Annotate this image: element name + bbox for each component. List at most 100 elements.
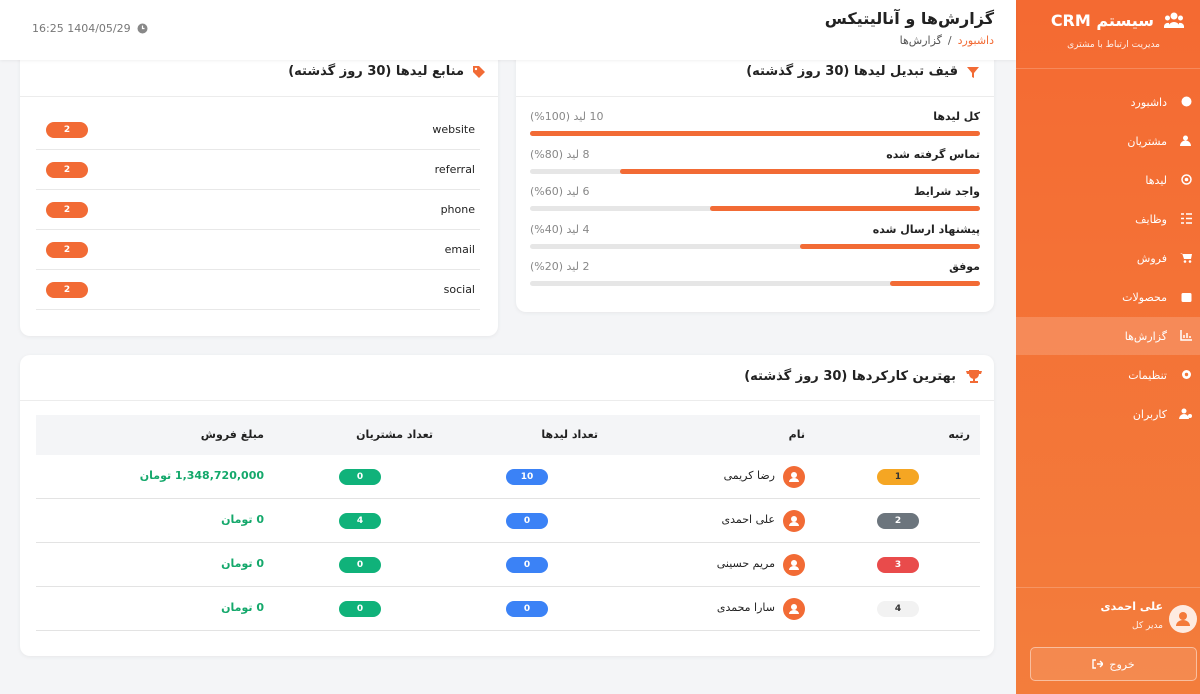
customers-badge: 4 [339, 513, 381, 529]
avatar [783, 598, 805, 620]
user-avatar [1169, 605, 1197, 633]
datetime-text: 16:25 1404/05/29 [32, 22, 131, 35]
logout-button[interactable]: خروج [1030, 647, 1197, 681]
menu-label[interactable]: فروش [1136, 251, 1167, 265]
stage-label: واجد شرایط [913, 185, 980, 198]
progress-track [530, 281, 980, 286]
menu-item[interactable]: فروش [1016, 239, 1200, 277]
column-header: تعداد لیدها [541, 428, 598, 441]
menu-label[interactable]: کاربران [1132, 407, 1167, 421]
customers-badge: 0 [339, 601, 381, 617]
breadcrumb-current: گزارش‌ها [899, 34, 942, 47]
column-header: نام [788, 428, 805, 441]
stage-label: موفق [949, 260, 980, 273]
count-badge: 2 [46, 282, 88, 298]
rank-badge: 1 [877, 469, 919, 485]
avatar [783, 554, 805, 576]
menu-item-active[interactable]: گزارش‌ها [1016, 317, 1200, 355]
table-row: 2 علی احمدی 0 4 0 تومان [36, 499, 980, 543]
menu-label[interactable]: لیدها [1145, 173, 1167, 187]
card-title: بهترین کارکردها (30 روز گذشته) [744, 369, 956, 384]
source-name: phone [440, 203, 475, 216]
breadcrumb-home[interactable]: داشبورد [957, 34, 994, 47]
brand-subtitle: مدیریت ارتباط با مشتری [1067, 40, 1160, 50]
divider [1016, 587, 1200, 588]
count-badge: 2 [46, 122, 88, 138]
rank-badge: 3 [877, 557, 919, 573]
leads-badge: 0 [506, 513, 548, 529]
leads-badge: 0 [506, 557, 548, 573]
breadcrumb: داشبورد / گزارش‌ها [900, 34, 994, 47]
source-row: social 2 [36, 270, 480, 310]
progress-fill [890, 281, 980, 286]
card-title: منابع لیدها (30 روز گذشته) [288, 64, 464, 79]
source-row: referral 2 [36, 150, 480, 190]
menu-label[interactable]: محصولات [1122, 290, 1167, 304]
funnel-card: قیف تبدیل لیدها (30 روز گذشته) کل لیدها 1… [516, 40, 994, 312]
stage-count: 8 لید (80%) [530, 147, 590, 161]
progress-track [530, 168, 980, 174]
table-header: رتبه نام تعداد لیدها تعداد مشتریان مبلغ فروش [36, 415, 980, 455]
user-role: مدیر کل [1132, 621, 1163, 631]
page-title: گزارش‌ها و آنالیتیکس [824, 9, 994, 28]
progress-track [530, 243, 980, 249]
customers-badge: 0 [339, 469, 381, 485]
brand-icon [1164, 12, 1184, 28]
menu-item[interactable]: تنظیمات [1016, 356, 1200, 394]
top-bar: گزارش‌ها و آنالیتیکس داشبورد / گزارش‌ها … [0, 0, 1016, 60]
menu-item[interactable]: لیدها [1016, 161, 1200, 199]
avatar [783, 510, 805, 532]
source-name: social [443, 283, 475, 296]
trophy-icon [966, 370, 982, 383]
menu-label[interactable]: تنظیمات [1128, 368, 1167, 382]
progress-track [530, 206, 980, 211]
stage-label: تماس گرفته شده [886, 147, 980, 161]
progress-fill [530, 131, 980, 136]
sources-card: منابع لیدها (30 روز گذشته) website 2 refer… [20, 40, 498, 336]
funnel-icon [967, 67, 979, 78]
logout-label[interactable]: خروج [1109, 657, 1135, 671]
leads-badge: 10 [506, 469, 548, 485]
rank-badge: 2 [877, 513, 919, 529]
source-row: email 2 [36, 230, 480, 270]
menu-item[interactable]: محصولات [1016, 278, 1200, 316]
divider [516, 96, 994, 97]
avatar [783, 466, 805, 488]
divider [1016, 68, 1200, 69]
person-name: مریم حسینی [716, 557, 775, 570]
table-row: 3 مریم حسینی 0 0 0 تومان [36, 543, 980, 587]
tag-icon [473, 66, 485, 78]
count-badge: 2 [46, 242, 88, 258]
leads-badge: 0 [506, 601, 548, 617]
progress-track [530, 131, 980, 136]
progress-fill [710, 206, 980, 211]
sales-amount: 0 تومان [221, 557, 264, 570]
source-row: phone 2 [36, 190, 480, 230]
divider [20, 96, 498, 97]
menu-item[interactable]: کاربران [1016, 395, 1200, 433]
table-row: 4 سارا محمدی 0 0 0 تومان [36, 587, 980, 631]
count-badge: 2 [46, 162, 88, 178]
customers-badge: 0 [339, 557, 381, 573]
user-name: علی احمدی [1100, 600, 1163, 613]
menu-label[interactable]: گزارش‌ها [1124, 329, 1167, 343]
stage-count: 10 لید (100%) [530, 110, 604, 123]
menu-item[interactable]: وظایف [1016, 200, 1200, 238]
stage-count: 4 لید (40%) [530, 222, 590, 236]
stage-count: 2 لید (20%) [530, 260, 590, 273]
progress-fill [620, 168, 980, 174]
menu-label[interactable]: وظایف [1135, 212, 1167, 226]
source-row: website 2 [36, 110, 480, 150]
source-name: website [432, 123, 475, 136]
menu-label[interactable]: داشبورد [1130, 95, 1167, 109]
source-name: referral [434, 163, 475, 176]
stage-label: کل لیدها [933, 110, 980, 123]
stage-label: پیشنهاد ارسال شده [872, 222, 980, 236]
menu-item[interactable]: داشبورد [1016, 83, 1200, 121]
card-title: قیف تبدیل لیدها (30 روز گذشته) [746, 64, 958, 79]
menu-item[interactable]: مشتریان [1016, 122, 1200, 160]
breadcrumb-separator: / [947, 34, 952, 47]
stage-count: 6 لید (60%) [530, 185, 590, 198]
menu-label[interactable]: مشتریان [1127, 134, 1167, 148]
